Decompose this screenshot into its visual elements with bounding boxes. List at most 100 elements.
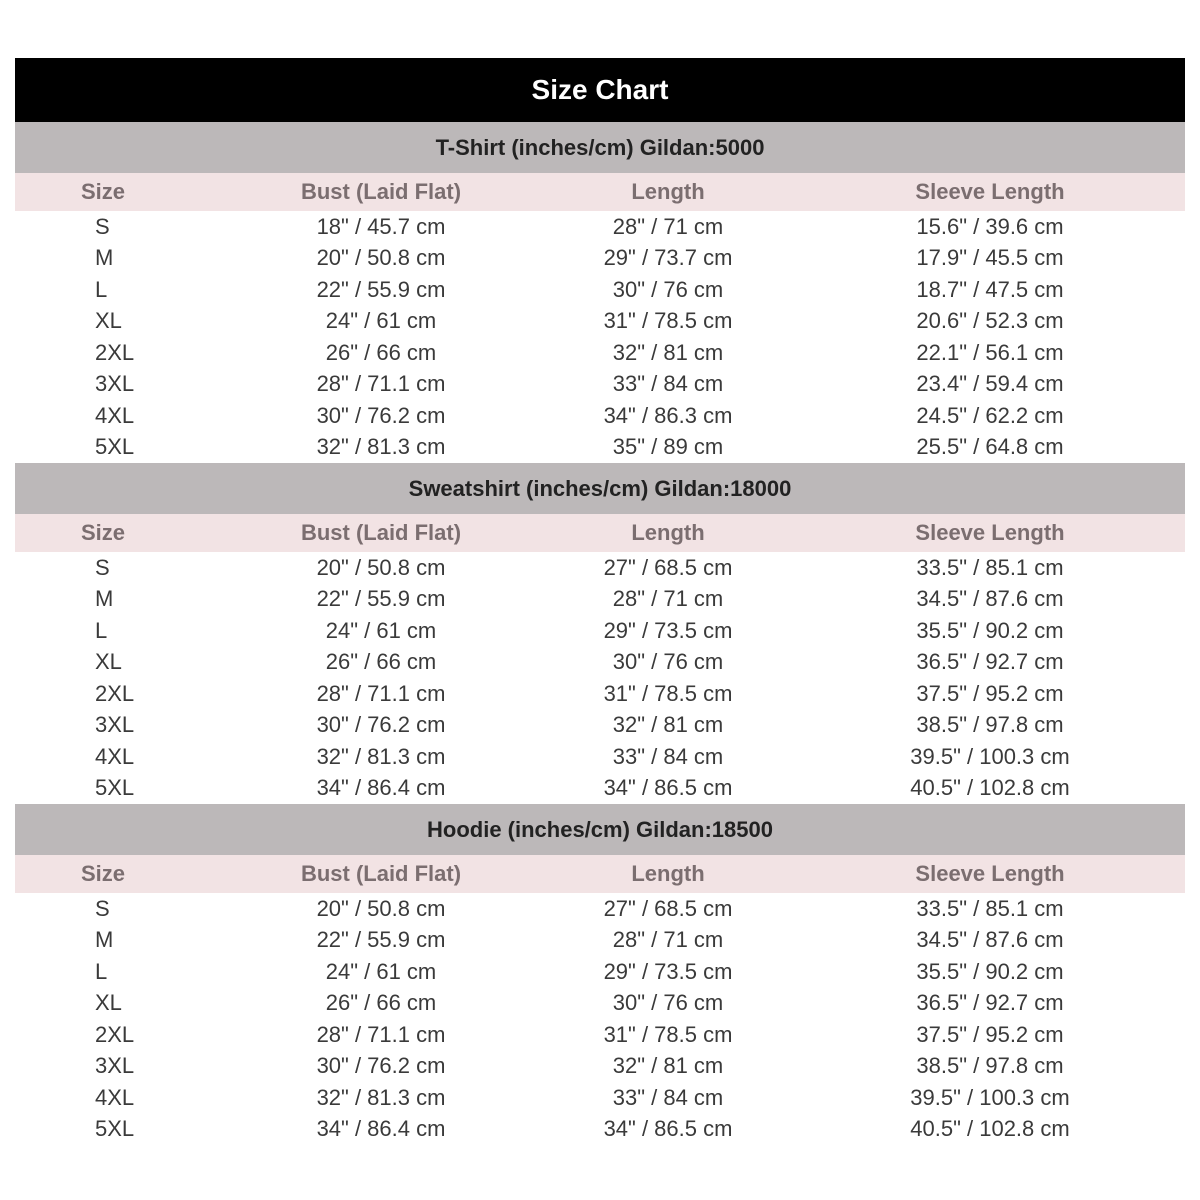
sections-container: T-Shirt (inches/cm) Gildan:5000 Size Bust … (15, 122, 1185, 1145)
cell-bust: 30" / 76.2 cm (316, 712, 446, 738)
table-row: 5XL 34" / 86.4 cm 34" / 86.5 cm 40.5" / 102… (15, 773, 1185, 805)
cell-size: L (95, 617, 108, 643)
table-row: 4XL 32" / 81.3 cm 33" / 84 cm 39.5" / 100.3… (15, 741, 1185, 773)
column-header-length: Length (631, 861, 705, 886)
cell-sleeve: 38.5" / 97.8 cm (916, 1053, 1064, 1079)
column-header-size: Size (80, 179, 126, 204)
cell-bust: 24" / 61 cm (325, 617, 437, 643)
column-header-bust: Bust (Laid Flat) (300, 861, 462, 886)
cell-length: 28" / 71 cm (612, 586, 724, 612)
cell-length: 31" / 78.5 cm (603, 680, 733, 706)
cell-size: 4XL (95, 743, 135, 769)
column-header-bust: Bust (Laid Flat) (300, 179, 462, 204)
cell-sleeve: 24.5" / 62.2 cm (916, 402, 1064, 428)
cell-sleeve: 25.5" / 64.8 cm (916, 434, 1064, 460)
cell-bust: 30" / 76.2 cm (316, 1053, 446, 1079)
cell-sleeve: 22.1" / 56.1 cm (916, 339, 1064, 365)
cell-length: 31" / 78.5 cm (603, 1021, 733, 1047)
cell-length: 30" / 76 cm (612, 990, 724, 1016)
cell-sleeve: 20.6" / 52.3 cm (916, 308, 1064, 334)
section-heading: Hoodie (inches/cm) Gildan:18500 (15, 804, 1185, 855)
cell-length: 35" / 89 cm (612, 434, 724, 460)
cell-size: M (95, 586, 114, 612)
cell-size: 3XL (95, 371, 135, 397)
cell-sleeve: 23.4" / 59.4 cm (916, 371, 1064, 397)
cell-sleeve: 36.5" / 92.7 cm (916, 649, 1064, 675)
cell-bust: 28" / 71.1 cm (316, 1021, 446, 1047)
table-row: 2XL 28" / 71.1 cm 31" / 78.5 cm 37.5" / 95.… (15, 1019, 1185, 1051)
table-row: L 22" / 55.9 cm 30" / 76 cm 18.7" / 47.5 cm (15, 274, 1185, 306)
cell-bust: 32" / 81.3 cm (316, 1084, 446, 1110)
cell-sleeve: 33.5" / 85.1 cm (916, 554, 1064, 580)
cell-bust: 24" / 61 cm (325, 958, 437, 984)
cell-length: 30" / 76 cm (612, 649, 724, 675)
table-row: 5XL 32" / 81.3 cm 35" / 89 cm 25.5" / 64.8 … (15, 432, 1185, 464)
size-chart-table: Size Chart T-Shirt (inches/cm) Gildan:50… (15, 58, 1185, 1145)
table-row: S 20" / 50.8 cm 27" / 68.5 cm 33.5" / 85.1 … (15, 893, 1185, 925)
table-row: 5XL 34" / 86.4 cm 34" / 86.5 cm 40.5" / 102… (15, 1114, 1185, 1146)
cell-length: 33" / 84 cm (612, 371, 724, 397)
cell-length: 27" / 68.5 cm (603, 554, 733, 580)
cell-sleeve: 35.5" / 90.2 cm (916, 617, 1064, 643)
cell-bust: 28" / 71.1 cm (316, 680, 446, 706)
cell-length: 29" / 73.5 cm (603, 617, 733, 643)
cell-size: 2XL (95, 680, 135, 706)
cell-size: L (95, 958, 108, 984)
cell-bust: 20" / 50.8 cm (316, 895, 446, 921)
cell-bust: 32" / 81.3 cm (316, 434, 446, 460)
section-2: Hoodie (inches/cm) Gildan:18500 Size Bust … (15, 804, 1185, 1145)
cell-length: 28" / 71 cm (612, 927, 724, 953)
section-0: T-Shirt (inches/cm) Gildan:5000 Size Bust … (15, 122, 1185, 463)
cell-sleeve: 37.5" / 95.2 cm (916, 680, 1064, 706)
table-row: 4XL 30" / 76.2 cm 34" / 86.3 cm 24.5" / 62.… (15, 400, 1185, 432)
cell-sleeve: 15.6" / 39.6 cm (916, 213, 1064, 239)
column-header-size: Size (80, 520, 126, 545)
cell-bust: 32" / 81.3 cm (316, 743, 446, 769)
cell-bust: 22" / 55.9 cm (316, 276, 446, 302)
column-header-length: Length (631, 520, 705, 545)
cell-bust: 28" / 71.1 cm (316, 371, 446, 397)
table-row: 3XL 30" / 76.2 cm 32" / 81 cm 38.5" / 97.8 … (15, 710, 1185, 742)
cell-sleeve: 34.5" / 87.6 cm (916, 586, 1064, 612)
cell-size: 5XL (95, 1116, 135, 1142)
cell-length: 29" / 73.5 cm (603, 958, 733, 984)
cell-size: 2XL (95, 339, 135, 365)
cell-bust: 20" / 50.8 cm (316, 245, 446, 271)
cell-size: M (95, 245, 114, 271)
cell-length: 27" / 68.5 cm (603, 895, 733, 921)
table-row: 2XL 26" / 66 cm 32" / 81 cm 22.1" / 56.1 cm (15, 337, 1185, 369)
cell-size: 5XL (95, 434, 135, 460)
cell-bust: 34" / 86.4 cm (316, 775, 446, 801)
cell-bust: 30" / 76.2 cm (316, 402, 446, 428)
column-header-size: Size (80, 861, 126, 886)
section-heading: Sweatshirt (inches/cm) Gildan:18000 (15, 463, 1185, 514)
column-header-row: Size Bust (Laid Flat) Length Sleeve Length (15, 855, 1185, 893)
table-row: XL 26" / 66 cm 30" / 76 cm 36.5" / 92.7 cm (15, 647, 1185, 679)
section-1: Sweatshirt (inches/cm) Gildan:18000 Size B… (15, 463, 1185, 804)
cell-sleeve: 37.5" / 95.2 cm (916, 1021, 1064, 1047)
table-row: 3XL 28" / 71.1 cm 33" / 84 cm 23.4" / 59.4 … (15, 369, 1185, 401)
table-row: M 22" / 55.9 cm 28" / 71 cm 34.5" / 87.6 cm (15, 584, 1185, 616)
cell-sleeve: 39.5" / 100.3 cm (910, 1084, 1070, 1110)
cell-sleeve: 38.5" / 97.8 cm (916, 712, 1064, 738)
table-row: XL 24" / 61 cm 31" / 78.5 cm 20.6" / 52.3 c… (15, 306, 1185, 338)
cell-size: XL (95, 990, 122, 1016)
table-row: 3XL 30" / 76.2 cm 32" / 81 cm 38.5" / 97.8 … (15, 1051, 1185, 1083)
cell-length: 33" / 84 cm (612, 1084, 724, 1110)
cell-size: S (95, 213, 110, 239)
cell-length: 30" / 76 cm (612, 276, 724, 302)
cell-bust: 26" / 66 cm (325, 990, 437, 1016)
section-heading: T-Shirt (inches/cm) Gildan:5000 (15, 122, 1185, 173)
cell-length: 31" / 78.5 cm (603, 308, 733, 334)
cell-sleeve: 40.5" / 102.8 cm (910, 1116, 1070, 1142)
table-row: L 24" / 61 cm 29" / 73.5 cm 35.5" / 90.2 cm (15, 615, 1185, 647)
table-row: M 20" / 50.8 cm 29" / 73.7 cm 17.9" / 45.5 … (15, 243, 1185, 275)
cell-length: 34" / 86.5 cm (603, 1116, 733, 1142)
cell-bust: 20" / 50.8 cm (316, 554, 446, 580)
cell-size: 5XL (95, 775, 135, 801)
cell-bust: 34" / 86.4 cm (316, 1116, 446, 1142)
cell-size: XL (95, 308, 122, 334)
cell-size: 2XL (95, 1021, 135, 1047)
cell-size: M (95, 927, 114, 953)
cell-bust: 24" / 61 cm (325, 308, 437, 334)
